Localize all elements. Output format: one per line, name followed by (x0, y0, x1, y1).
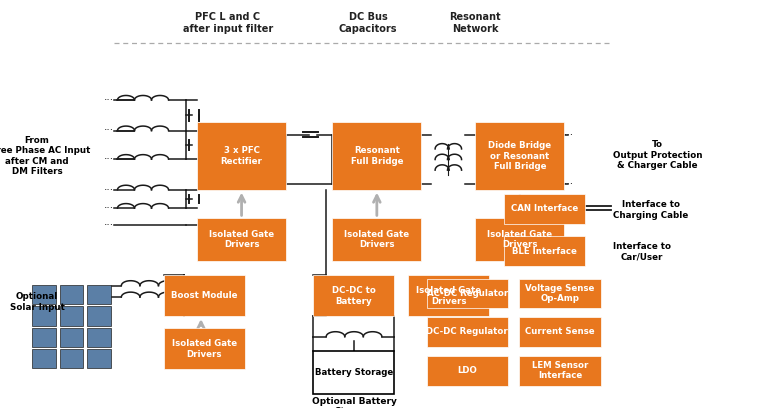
Text: DC-DC to
Battery: DC-DC to Battery (332, 286, 376, 306)
Text: Isolated Gate
Drivers: Isolated Gate Drivers (416, 286, 482, 306)
Text: DC-DC Regulator: DC-DC Regulator (427, 327, 508, 337)
Text: Optional
Solar Input: Optional Solar Input (10, 292, 64, 312)
Text: ···: ··· (104, 154, 114, 164)
Text: Isolated Gate
Drivers: Isolated Gate Drivers (487, 230, 553, 249)
FancyBboxPatch shape (60, 328, 83, 347)
FancyBboxPatch shape (427, 356, 508, 386)
Text: BLE Interface: BLE Interface (512, 246, 577, 256)
Text: ···: ··· (564, 130, 574, 140)
Text: Interface to
Car/User: Interface to Car/User (613, 242, 671, 261)
Text: Boost Module: Boost Module (171, 291, 238, 300)
Text: LDO: LDO (458, 366, 477, 375)
Text: Isolated Gate
Drivers: Isolated Gate Drivers (344, 230, 410, 249)
FancyBboxPatch shape (504, 236, 585, 266)
Text: ···: ··· (104, 126, 114, 135)
FancyBboxPatch shape (427, 317, 508, 347)
Text: DC Bus
Capacitors: DC Bus Capacitors (339, 12, 397, 34)
Text: From
Three Phase AC Input
after CM and
DM Filters: From Three Phase AC Input after CM and D… (0, 136, 90, 176)
Text: 3 x PFC
Rectifier: 3 x PFC Rectifier (220, 146, 263, 166)
Text: Battery Storage: Battery Storage (315, 368, 393, 377)
Text: ···: ··· (564, 180, 574, 189)
Text: Optional Battery
Storage: Optional Battery Storage (312, 397, 397, 408)
Text: To
Output Protection
& Charger Cable: To Output Protection & Charger Cable (613, 140, 703, 170)
FancyBboxPatch shape (60, 285, 83, 304)
FancyBboxPatch shape (60, 306, 83, 326)
FancyBboxPatch shape (313, 275, 394, 316)
Text: Current Sense: Current Sense (525, 327, 595, 337)
Text: Isolated Gate
Drivers: Isolated Gate Drivers (172, 339, 237, 359)
Text: Resonant
Full Bridge: Resonant Full Bridge (351, 146, 403, 166)
Text: Interface to
Charging Cable: Interface to Charging Cable (613, 200, 688, 220)
Text: ···: ··· (104, 95, 114, 105)
Text: ···: ··· (104, 220, 114, 230)
FancyBboxPatch shape (197, 218, 286, 261)
Text: Voltage Sense
Op-Amp: Voltage Sense Op-Amp (526, 284, 594, 303)
FancyBboxPatch shape (519, 317, 601, 347)
FancyBboxPatch shape (519, 279, 601, 308)
Text: Resonant
Network: Resonant Network (450, 12, 501, 34)
FancyBboxPatch shape (32, 349, 56, 368)
FancyBboxPatch shape (32, 285, 56, 304)
FancyBboxPatch shape (87, 285, 111, 304)
FancyBboxPatch shape (197, 122, 286, 190)
FancyBboxPatch shape (32, 306, 56, 326)
FancyBboxPatch shape (87, 328, 111, 347)
FancyBboxPatch shape (475, 218, 564, 261)
FancyBboxPatch shape (519, 356, 601, 386)
FancyBboxPatch shape (504, 194, 585, 224)
Text: AC-DC Regulator: AC-DC Regulator (427, 289, 508, 298)
Text: Diode Bridge
or Resonant
Full Bridge: Diode Bridge or Resonant Full Bridge (489, 141, 551, 171)
FancyBboxPatch shape (427, 279, 508, 308)
FancyBboxPatch shape (164, 275, 245, 316)
Text: Isolated Gate
Drivers: Isolated Gate Drivers (209, 230, 274, 249)
FancyBboxPatch shape (475, 122, 564, 190)
FancyBboxPatch shape (32, 328, 56, 347)
Text: PFC L and C
after input filter: PFC L and C after input filter (183, 12, 273, 34)
Text: LEM Sensor
Interface: LEM Sensor Interface (532, 361, 588, 380)
Text: ···: ··· (104, 185, 114, 195)
FancyBboxPatch shape (408, 275, 489, 316)
FancyBboxPatch shape (313, 351, 394, 394)
FancyBboxPatch shape (332, 218, 421, 261)
FancyBboxPatch shape (60, 349, 83, 368)
FancyBboxPatch shape (87, 349, 111, 368)
FancyBboxPatch shape (332, 122, 421, 190)
FancyBboxPatch shape (87, 306, 111, 326)
Text: CAN Interface: CAN Interface (511, 204, 578, 213)
FancyBboxPatch shape (164, 328, 245, 369)
Text: ···: ··· (104, 203, 114, 213)
